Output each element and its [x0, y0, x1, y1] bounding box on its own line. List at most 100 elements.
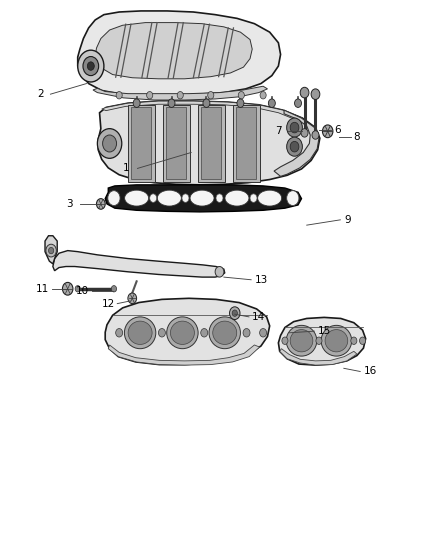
Circle shape	[359, 337, 365, 344]
Circle shape	[259, 92, 265, 99]
Circle shape	[133, 99, 140, 108]
Polygon shape	[127, 105, 155, 182]
Text: 14: 14	[251, 312, 265, 322]
Circle shape	[149, 194, 156, 203]
Ellipse shape	[124, 190, 148, 206]
Circle shape	[315, 337, 321, 344]
Circle shape	[259, 328, 266, 337]
Ellipse shape	[124, 317, 155, 349]
Circle shape	[300, 87, 308, 98]
Ellipse shape	[166, 317, 198, 349]
Polygon shape	[105, 298, 269, 365]
Polygon shape	[162, 105, 189, 182]
Circle shape	[207, 92, 213, 99]
Circle shape	[48, 247, 53, 254]
Circle shape	[97, 128, 121, 158]
Ellipse shape	[290, 329, 312, 352]
Circle shape	[177, 92, 183, 99]
Polygon shape	[166, 108, 186, 179]
Circle shape	[46, 244, 56, 257]
Text: 11: 11	[36, 284, 49, 294]
Text: 8: 8	[353, 132, 360, 142]
Circle shape	[202, 99, 209, 108]
Polygon shape	[93, 86, 267, 100]
Ellipse shape	[286, 325, 316, 356]
Circle shape	[290, 141, 298, 152]
Circle shape	[229, 307, 240, 319]
Ellipse shape	[128, 321, 152, 344]
Polygon shape	[108, 345, 259, 365]
Circle shape	[102, 135, 116, 152]
Polygon shape	[102, 101, 302, 120]
Circle shape	[311, 89, 319, 100]
Polygon shape	[278, 317, 365, 365]
Circle shape	[300, 128, 307, 137]
Circle shape	[182, 194, 188, 203]
Polygon shape	[201, 108, 221, 179]
Circle shape	[75, 286, 80, 292]
Text: 3: 3	[66, 199, 72, 209]
Circle shape	[215, 194, 223, 203]
Circle shape	[200, 328, 207, 337]
Ellipse shape	[208, 317, 240, 349]
Text: 6: 6	[333, 125, 340, 135]
Text: 16: 16	[363, 367, 376, 376]
Circle shape	[78, 50, 104, 82]
Text: 7: 7	[275, 126, 281, 136]
Text: 1: 1	[122, 164, 129, 173]
Ellipse shape	[190, 190, 214, 206]
Text: 12: 12	[102, 298, 115, 309]
Circle shape	[96, 199, 105, 209]
Ellipse shape	[257, 190, 281, 206]
Circle shape	[111, 286, 116, 292]
Circle shape	[87, 62, 94, 70]
Circle shape	[286, 137, 302, 156]
Polygon shape	[95, 22, 252, 79]
Ellipse shape	[321, 325, 351, 356]
Ellipse shape	[224, 190, 248, 206]
Circle shape	[322, 125, 332, 138]
Ellipse shape	[157, 190, 181, 206]
Ellipse shape	[212, 321, 236, 344]
Circle shape	[290, 122, 298, 133]
Text: 9: 9	[344, 215, 351, 225]
Circle shape	[116, 92, 122, 99]
Polygon shape	[53, 251, 224, 277]
Circle shape	[350, 337, 356, 344]
Circle shape	[232, 310, 237, 317]
Circle shape	[158, 328, 165, 337]
Circle shape	[286, 191, 298, 206]
Polygon shape	[273, 110, 318, 176]
Circle shape	[215, 266, 223, 277]
Circle shape	[238, 92, 244, 99]
Circle shape	[294, 99, 301, 108]
Circle shape	[311, 131, 318, 139]
Circle shape	[83, 56, 99, 76]
Circle shape	[237, 99, 244, 108]
Text: 2: 2	[37, 89, 44, 99]
Circle shape	[250, 194, 256, 203]
Polygon shape	[45, 236, 57, 264]
Text: 15: 15	[317, 326, 330, 336]
Ellipse shape	[324, 329, 347, 352]
Circle shape	[281, 337, 287, 344]
Text: 10: 10	[75, 286, 88, 296]
Polygon shape	[232, 105, 259, 182]
Circle shape	[116, 328, 122, 337]
Polygon shape	[131, 108, 151, 179]
Polygon shape	[78, 11, 280, 96]
Polygon shape	[105, 185, 301, 212]
Circle shape	[286, 118, 302, 137]
Circle shape	[108, 191, 120, 206]
Polygon shape	[236, 108, 255, 179]
Circle shape	[127, 293, 136, 304]
Circle shape	[268, 99, 275, 108]
Circle shape	[62, 282, 73, 295]
Circle shape	[243, 328, 250, 337]
Polygon shape	[197, 105, 224, 182]
Circle shape	[168, 99, 175, 108]
Ellipse shape	[170, 321, 194, 344]
Text: 13: 13	[254, 274, 267, 285]
Circle shape	[146, 92, 152, 99]
Polygon shape	[98, 101, 319, 185]
